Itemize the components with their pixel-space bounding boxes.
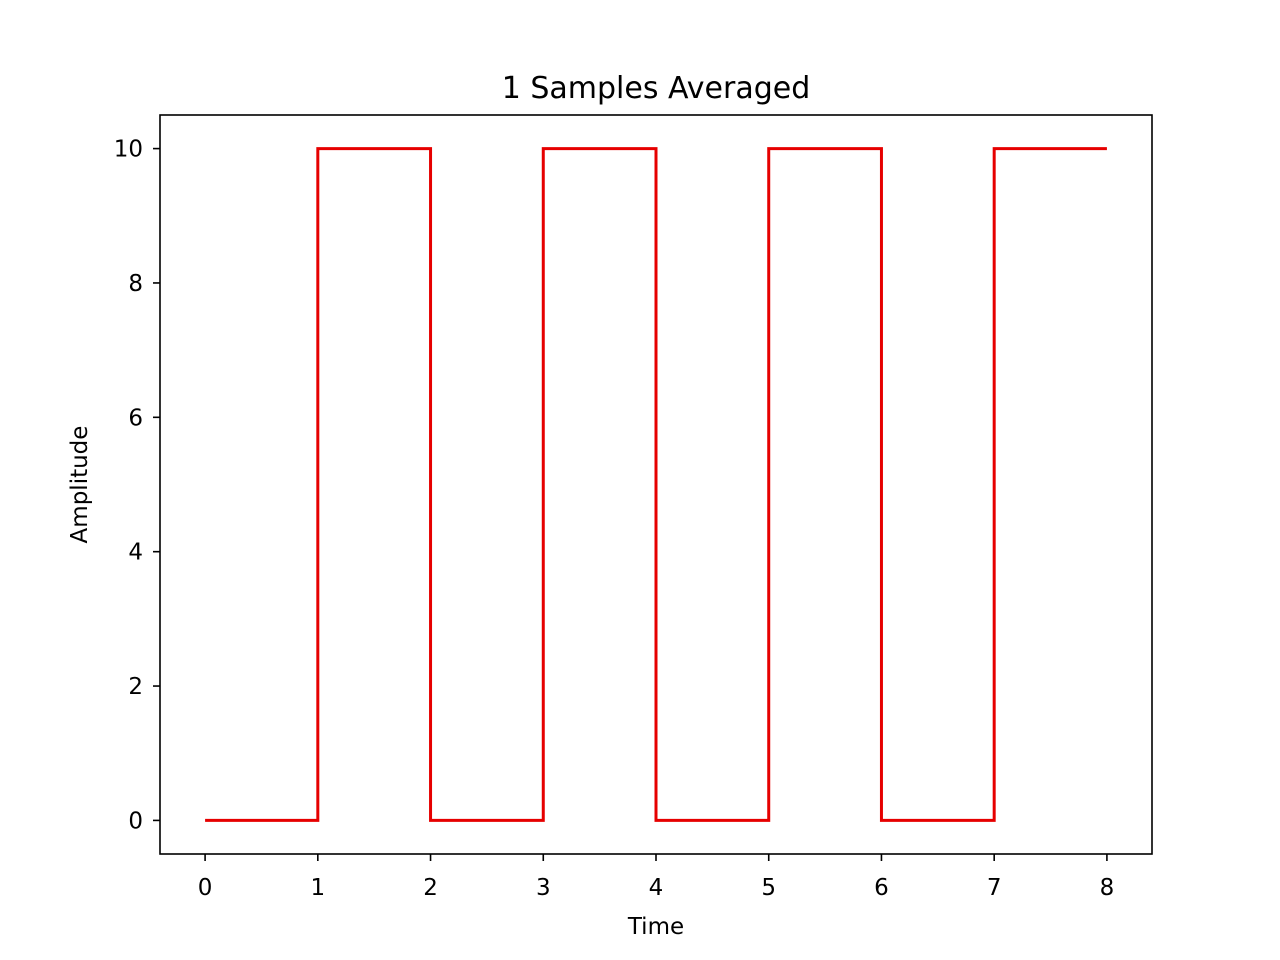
x-axis-ticks: 0 1 2 3 4 5 6 7 8 bbox=[198, 854, 1114, 901]
x-axis-label: Time bbox=[627, 914, 684, 940]
y-tick-label: 8 bbox=[128, 271, 143, 297]
y-tick-label: 0 bbox=[128, 808, 143, 834]
y-tick-label: 10 bbox=[114, 137, 143, 163]
y-tick-label: 6 bbox=[128, 405, 143, 431]
series-layer bbox=[205, 147, 1107, 822]
x-tick-label: 6 bbox=[874, 875, 889, 901]
x-tick-label: 0 bbox=[198, 875, 213, 901]
y-axis-label: Amplitude bbox=[67, 426, 93, 544]
x-tick-label: 1 bbox=[310, 875, 325, 901]
x-tick-label: 2 bbox=[423, 875, 438, 901]
x-tick-label: 5 bbox=[761, 875, 776, 901]
x-tick-label: 3 bbox=[536, 875, 551, 901]
y-axis-ticks: 0 2 4 6 8 10 bbox=[114, 137, 160, 834]
y-tick-label: 4 bbox=[128, 540, 143, 566]
x-tick-label: 8 bbox=[1100, 875, 1115, 901]
y-tick-label: 2 bbox=[128, 674, 143, 700]
series-line-0 bbox=[205, 147, 1107, 822]
x-tick-label: 7 bbox=[987, 875, 1002, 901]
x-tick-label: 4 bbox=[649, 875, 664, 901]
chart-title: 1 Samples Averaged bbox=[502, 71, 811, 106]
